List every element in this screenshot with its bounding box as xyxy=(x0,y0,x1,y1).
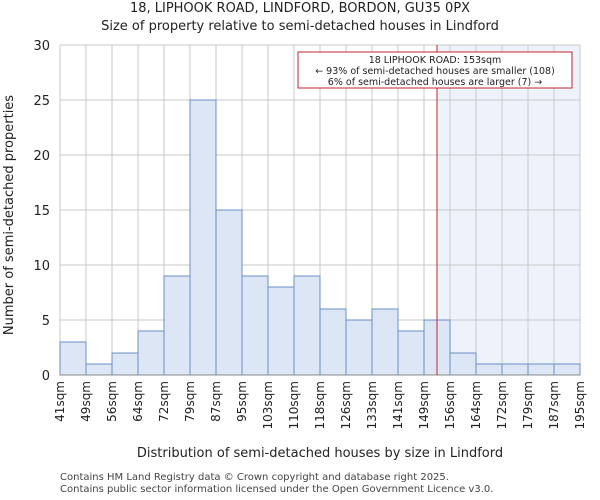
x-tick-label: 64sqm xyxy=(131,381,145,422)
x-tick-label: 56sqm xyxy=(105,381,119,422)
histogram-bar xyxy=(553,363,581,376)
x-tick-label: 133sqm xyxy=(365,381,379,429)
histogram-bar xyxy=(267,286,295,376)
histogram-bar xyxy=(501,363,529,376)
y-tick-label: 5 xyxy=(42,314,50,329)
annotation-line-2: ← 93% of semi-detached houses are smalle… xyxy=(315,66,555,77)
histogram-bar xyxy=(475,363,503,376)
x-tick-label: 49sqm xyxy=(79,381,93,422)
chart-title: 18, LIPHOOK ROAD, LINDFORD, BORDON, GU35… xyxy=(129,1,471,16)
y-tick-label: 10 xyxy=(33,259,50,274)
y-tick-label: 30 xyxy=(33,39,50,54)
x-tick-label: 195sqm xyxy=(573,381,587,429)
x-tick-label: 141sqm xyxy=(391,381,405,429)
histogram-bar xyxy=(241,275,269,376)
chart-subtitle: Size of property relative to semi-detach… xyxy=(101,19,499,34)
x-tick-label: 187sqm xyxy=(547,381,561,429)
histogram-bar xyxy=(215,209,243,376)
x-tick-label: 103sqm xyxy=(261,381,275,429)
x-tick-label: 72sqm xyxy=(157,381,171,422)
y-axis-label: Number of semi-detached properties xyxy=(2,95,17,335)
histogram-bar xyxy=(319,308,347,376)
histogram-bar xyxy=(293,275,321,376)
x-tick-label: 149sqm xyxy=(417,381,431,429)
x-tick-label: 79sqm xyxy=(183,381,197,422)
x-tick-label: 164sqm xyxy=(469,381,483,429)
x-tick-label: 126sqm xyxy=(339,381,353,429)
x-tick-label: 95sqm xyxy=(235,381,249,422)
x-tick-label: 110sqm xyxy=(287,381,301,429)
footer-copyright: Contains HM Land Registry data © Crown c… xyxy=(60,472,449,483)
histogram-bar xyxy=(137,330,165,376)
y-tick-label: 0 xyxy=(42,369,50,384)
x-tick-label: 87sqm xyxy=(209,381,223,422)
x-tick-label: 41sqm xyxy=(53,381,67,422)
histogram-bar xyxy=(189,99,217,376)
histogram-bar xyxy=(371,308,399,376)
x-tick-label: 179sqm xyxy=(521,381,535,429)
histogram-bar xyxy=(111,352,139,376)
histogram-bar xyxy=(85,363,113,376)
histogram-bar xyxy=(59,341,87,376)
annotation-line-1: 18 LIPHOOK ROAD: 153sqm xyxy=(369,55,502,66)
y-tick-label: 25 xyxy=(33,94,50,109)
y-tick-label: 20 xyxy=(33,149,50,164)
x-axis-label: Distribution of semi-detached houses by … xyxy=(137,446,503,461)
histogram-bar xyxy=(527,363,555,376)
x-tick-label: 172sqm xyxy=(495,381,509,429)
histogram-bar xyxy=(449,352,477,376)
histogram-bar xyxy=(345,319,373,376)
y-tick-label: 15 xyxy=(33,204,50,219)
histogram-bar xyxy=(397,330,425,376)
footer-licence: Contains public sector information licen… xyxy=(60,484,494,495)
x-tick-label: 156sqm xyxy=(443,381,457,429)
histogram-bar xyxy=(163,275,191,376)
x-tick-label: 118sqm xyxy=(313,381,327,429)
annotation-line-3: 6% of semi-detached houses are larger (7… xyxy=(328,77,542,88)
annotation-box xyxy=(297,51,573,89)
